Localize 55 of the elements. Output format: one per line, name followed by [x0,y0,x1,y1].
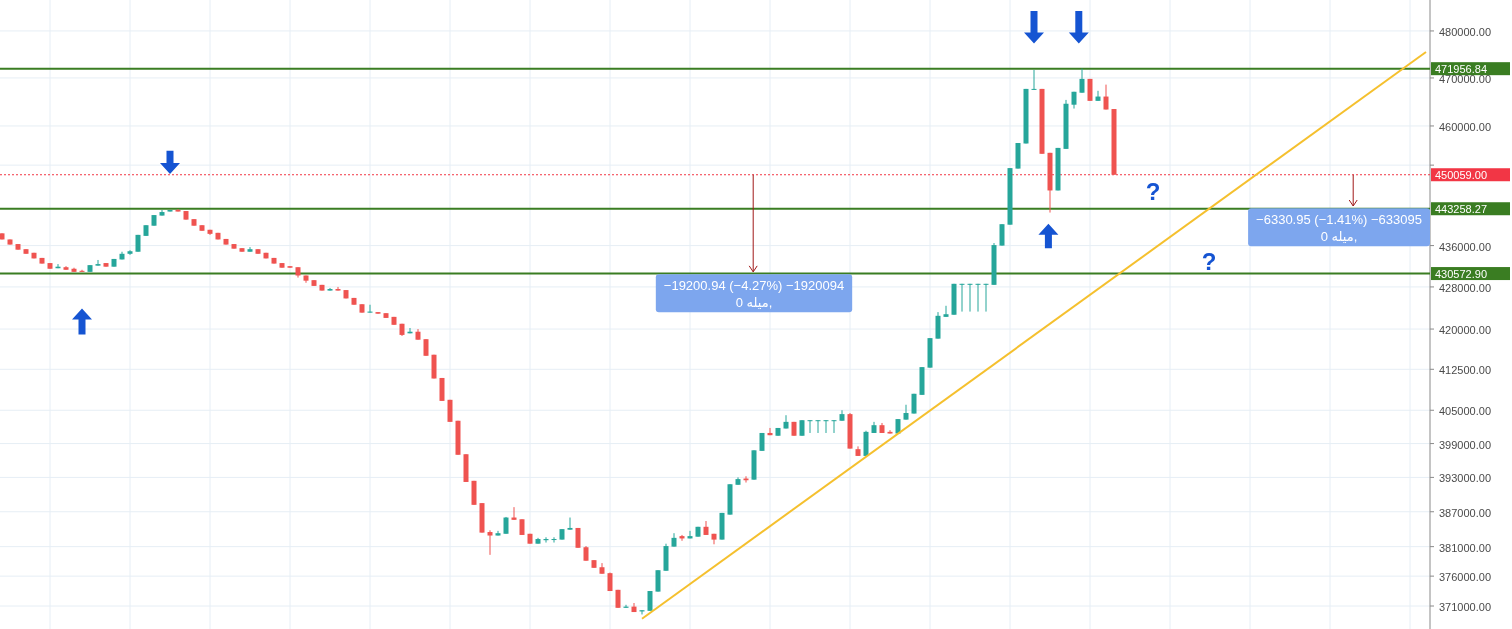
y-tick-label: 428000.00 [1439,281,1491,294]
candlestick [1095,90,1101,102]
candlestick [367,304,373,314]
candlestick [79,269,85,273]
candlestick [983,283,989,313]
y-tick-label: 480000.00 [1439,25,1491,38]
y-tick-label: 405000.00 [1439,405,1491,418]
y-tick-label: 399000.00 [1439,438,1491,451]
candlestick [1031,69,1037,91]
annotation: ? [1201,247,1217,275]
candlestick [999,223,1005,247]
y-tick-label: 393000.00 [1439,472,1491,485]
candlestick [935,311,941,340]
annotation: 0 میله, [735,295,773,311]
candlestick [815,419,821,434]
candlestick [831,419,837,434]
annotation: −6330.95 (−1.41%) −633095 [1256,212,1422,228]
ref-line-label: 450059.00 [1435,168,1487,181]
candlestick [807,419,813,434]
ref-label: 450059.00 [1431,168,1510,182]
candlestick [959,283,965,313]
candlestick [647,590,653,612]
candlestick [903,404,909,421]
y-tick-label: 412500.00 [1439,364,1491,377]
candlestick [551,536,557,544]
annotation: ? [1145,178,1161,206]
ref-label: 471956.84 [1431,62,1510,76]
candlestick [335,286,341,292]
y-tick-label: 420000.00 [1439,324,1491,337]
y-tick-label: 387000.00 [1439,506,1491,519]
y-tick-label: 436000.00 [1439,240,1491,253]
candlestick [95,259,101,267]
annotation: 0 میله, [1320,229,1358,245]
candlestick [887,429,893,435]
ref-label: 430572.90 [1431,267,1510,281]
y-tick-label: 371000.00 [1439,601,1491,614]
candlestick [767,427,773,436]
y-tick-label: 376000.00 [1439,571,1491,584]
candlestick [975,283,981,313]
y-tick-label: 381000.00 [1439,541,1491,554]
annotation: −19200.94 (−4.27%) −1920094 [663,278,845,294]
candlestick [823,419,829,434]
candlestick [783,414,789,430]
candlestick [655,569,661,593]
candlestick [967,283,973,313]
ref-label: 443258.27 [1431,202,1510,216]
candlestick [487,529,493,556]
candlestick [1103,84,1109,111]
candlestick [1079,68,1085,94]
y-tick-label: 460000.00 [1439,120,1491,133]
ref-line-label: 471956.84 [1435,62,1487,75]
ref-line-label: 443258.27 [1435,202,1487,215]
candlestick [567,517,573,531]
ref-line-label: 430572.90 [1435,267,1487,280]
candlestick [943,305,949,318]
